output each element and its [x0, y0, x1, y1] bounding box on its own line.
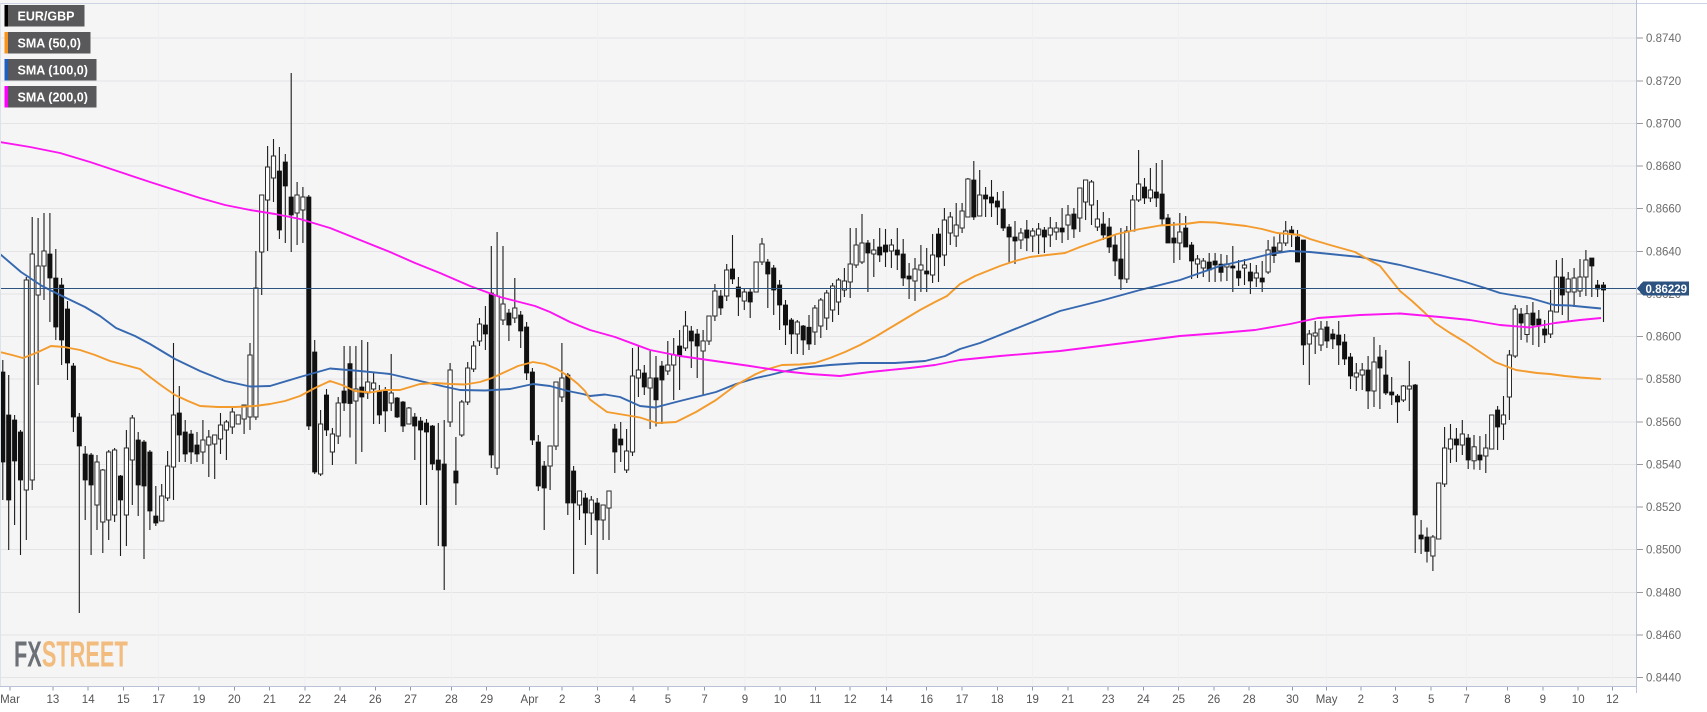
svg-text:5: 5 [1428, 694, 1434, 706]
svg-text:29: 29 [480, 694, 493, 706]
svg-text:26: 26 [369, 694, 382, 706]
svg-text:11: 11 [809, 694, 821, 706]
svg-text:26: 26 [1208, 694, 1221, 706]
svg-text:13: 13 [47, 694, 60, 706]
svg-text:14: 14 [880, 694, 893, 706]
svg-text:25: 25 [1172, 694, 1185, 706]
svg-text:0.8560: 0.8560 [1646, 417, 1681, 429]
svg-text:0.8740: 0.8740 [1646, 33, 1681, 45]
svg-text:20: 20 [228, 694, 241, 706]
svg-text:EUR/GBP: EUR/GBP [18, 10, 75, 24]
svg-text:12: 12 [844, 694, 857, 706]
svg-text:27: 27 [404, 694, 417, 706]
svg-text:0.8700: 0.8700 [1646, 118, 1681, 130]
svg-text:24: 24 [334, 694, 347, 706]
svg-text:5: 5 [665, 694, 671, 706]
svg-text:15: 15 [117, 694, 130, 706]
svg-text:SMA (200,0): SMA (200,0) [18, 91, 88, 105]
svg-text:7: 7 [701, 694, 707, 706]
svg-text:3: 3 [594, 694, 600, 706]
svg-text:0.8580: 0.8580 [1646, 374, 1681, 386]
svg-text:10: 10 [774, 694, 787, 706]
svg-text:28: 28 [1243, 694, 1256, 706]
svg-text:17: 17 [956, 694, 969, 706]
svg-text:2: 2 [559, 694, 565, 706]
svg-text:0.8460: 0.8460 [1646, 630, 1681, 642]
svg-text:0.8520: 0.8520 [1646, 502, 1681, 514]
svg-text:May: May [1316, 694, 1338, 706]
svg-text:0.86229: 0.86229 [1646, 284, 1688, 296]
svg-text:0.8480: 0.8480 [1646, 587, 1681, 599]
svg-text:23: 23 [1102, 694, 1115, 706]
svg-text:0.8680: 0.8680 [1646, 161, 1681, 173]
svg-text:7: 7 [1463, 694, 1469, 706]
svg-text:21: 21 [1061, 694, 1074, 706]
svg-text:3: 3 [1392, 694, 1398, 706]
svg-text:Mar: Mar [0, 694, 20, 706]
svg-text:10: 10 [1572, 694, 1585, 706]
svg-text:22: 22 [298, 694, 311, 706]
svg-text:0.8660: 0.8660 [1646, 204, 1681, 216]
svg-text:2: 2 [1358, 694, 1364, 706]
svg-text:4: 4 [630, 694, 637, 706]
svg-text:14: 14 [82, 694, 95, 706]
svg-text:18: 18 [991, 694, 1004, 706]
svg-text:0.8440: 0.8440 [1646, 673, 1681, 685]
svg-text:8: 8 [1504, 694, 1510, 706]
svg-text:0.8540: 0.8540 [1646, 459, 1681, 471]
svg-text:24: 24 [1137, 694, 1150, 706]
svg-text:SMA (100,0): SMA (100,0) [18, 64, 88, 78]
svg-text:9: 9 [1540, 694, 1546, 706]
svg-text:21: 21 [263, 694, 276, 706]
svg-text:0.8720: 0.8720 [1646, 76, 1681, 88]
svg-text:19: 19 [193, 694, 206, 706]
svg-text:0.8500: 0.8500 [1646, 545, 1681, 557]
svg-text:12: 12 [1606, 694, 1619, 706]
svg-text:0.8640: 0.8640 [1646, 246, 1681, 258]
svg-text:9: 9 [742, 694, 748, 706]
svg-text:FXSTREET: FXSTREET [14, 635, 128, 675]
svg-text:16: 16 [920, 694, 933, 706]
svg-text:19: 19 [1026, 694, 1039, 706]
svg-text:SMA (50,0): SMA (50,0) [18, 37, 81, 51]
svg-text:28: 28 [445, 694, 458, 706]
svg-text:Apr: Apr [521, 694, 539, 706]
svg-text:30: 30 [1286, 694, 1299, 706]
svg-text:0.8600: 0.8600 [1646, 332, 1681, 344]
svg-text:17: 17 [152, 694, 165, 706]
